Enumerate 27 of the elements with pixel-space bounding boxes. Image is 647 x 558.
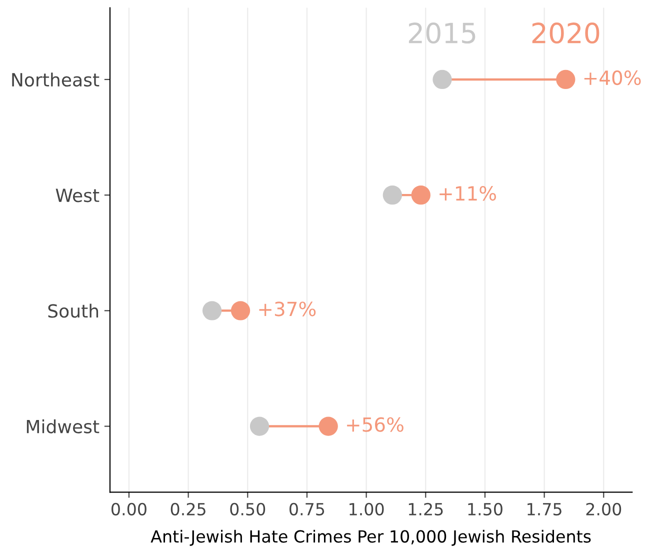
x-tick-label: 1.00: [350, 502, 384, 516]
point: [382, 186, 402, 205]
point: [432, 70, 452, 90]
point: [230, 301, 250, 320]
x-tick-label: 0.25: [170, 502, 206, 516]
x-tick-label: 1.25: [408, 502, 443, 516]
x-tick-label: 1.50: [468, 502, 502, 516]
x-tick-label: 0.00: [112, 502, 146, 516]
point: [411, 186, 430, 205]
x-tick-label: 0.50: [230, 502, 266, 516]
series-label: 2020: [532, 22, 600, 44]
y-tick-label: Midwest: [26, 419, 100, 434]
y-tick-label: West: [56, 188, 100, 202]
x-tick-label: 1.75: [528, 503, 562, 516]
annotation: +11%: [440, 186, 496, 201]
x-axis-title: Anti-Jewish Hate Crimes Per 10,000 Jewish Residents: [150, 530, 591, 546]
annotation: +40%: [584, 70, 641, 86]
y-tick-label: South: [48, 304, 98, 318]
x-tick-label: 2.00: [586, 502, 622, 516]
y-tick-label: Northeast: [12, 72, 100, 87]
annotation: +37%: [259, 302, 316, 316]
point: [202, 301, 222, 320]
annotation: +56%: [347, 417, 404, 432]
x-tick-label: 0.75: [290, 502, 324, 516]
point: [250, 416, 270, 436]
point: [318, 416, 338, 436]
point: [556, 70, 576, 90]
